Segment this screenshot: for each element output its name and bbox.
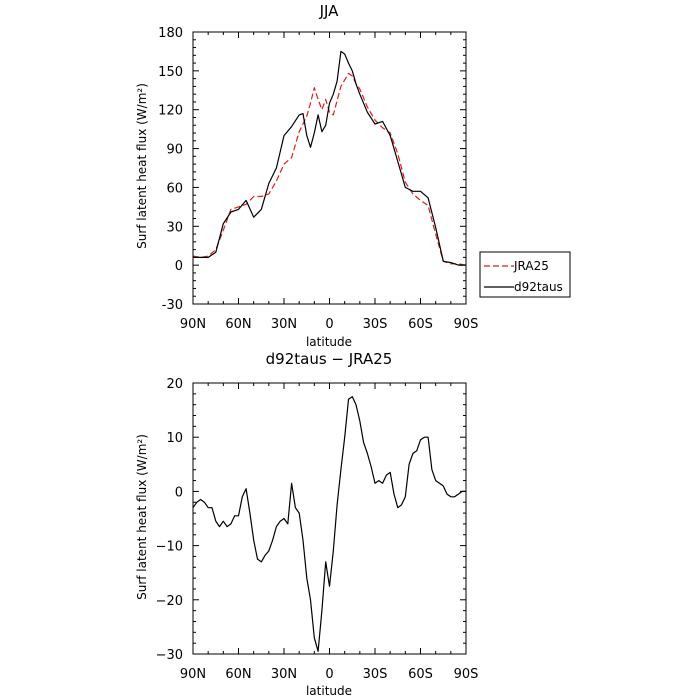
top-x-tick-label: 90S [454, 317, 479, 332]
bottom-x-axis-label: latitude [306, 684, 352, 698]
bottom-x-tick-label: 0 [325, 667, 333, 682]
top-series-d92taus-line [193, 50, 466, 266]
top-y-tick-label: 30 [166, 220, 183, 235]
top-y-tick-label: 0 [175, 259, 183, 274]
bottom-x-tick-label: 30N [271, 667, 297, 682]
top-plot: 90N 60N 30N 0 30S 60S 90S -30 0 30 60 90 120 150 180 [158, 26, 478, 332]
bottom-x-tick-label: 90S [454, 667, 479, 682]
bottom-y-tick-label: 0 [175, 485, 183, 500]
top-y-tick-label: 120 [158, 104, 183, 119]
top-x-tick-label: 30N [271, 317, 297, 332]
legend-label-d92taus: d92taus [514, 280, 563, 294]
bottom-plot: 90N 60N 30N 0 30S 60S 90S −30 −20 −10 0 10 20 [156, 377, 479, 682]
top-y-axis-label: Surf latent heat flux (W/m²) [135, 83, 149, 249]
top-chart-title: JJA [319, 2, 340, 20]
bottom-y-tick-label: 10 [166, 431, 183, 446]
top-x-tick-label: 0 [325, 317, 333, 332]
bottom-y-tick-label: 20 [166, 377, 183, 392]
top-y-tick-label: 90 [166, 143, 183, 158]
bottom-y-tick-label: −10 [156, 540, 183, 555]
svg-text:Surf latent heat flux (W/m²): Surf latent heat flux (W/m²) [135, 83, 149, 249]
legend: JRA25 d92taus [479, 251, 571, 298]
top-x-tick-label: 60S [408, 317, 433, 332]
bottom-series-difference-line [192, 396, 466, 652]
bottom-y-tick-label: −30 [156, 648, 183, 663]
top-x-tick-label: 60N [225, 317, 251, 332]
bottom-y-axis-label: Surf latent heat flux (W/m²) [135, 434, 149, 600]
top-x-tick-label: 30S [363, 317, 388, 332]
bottom-x-tick-label: 90N [180, 667, 206, 682]
top-y-tick-label: 180 [158, 26, 183, 41]
svg-text:Surf latent heat flux (W/m²): Surf latent heat flux (W/m²) [135, 434, 149, 600]
bottom-x-tick-label: 60S [408, 667, 433, 682]
bottom-y-tick-label: −20 [156, 594, 183, 609]
top-plot-frame [192, 31, 467, 305]
top-y-tick-label: 60 [166, 181, 183, 196]
legend-label-jra25: JRA25 [513, 259, 549, 273]
top-y-tick-label: 150 [158, 65, 183, 80]
bottom-x-tick-label: 30S [363, 667, 388, 682]
top-x-axis-label: latitude [306, 335, 352, 349]
top-x-tick-label: 90N [180, 317, 206, 332]
legend-box [479, 251, 571, 298]
top-y-tick-label: -30 [162, 298, 183, 313]
bottom-x-tick-label: 60N [225, 667, 251, 682]
bottom-chart-title: d92taus − JRA25 [266, 350, 393, 368]
